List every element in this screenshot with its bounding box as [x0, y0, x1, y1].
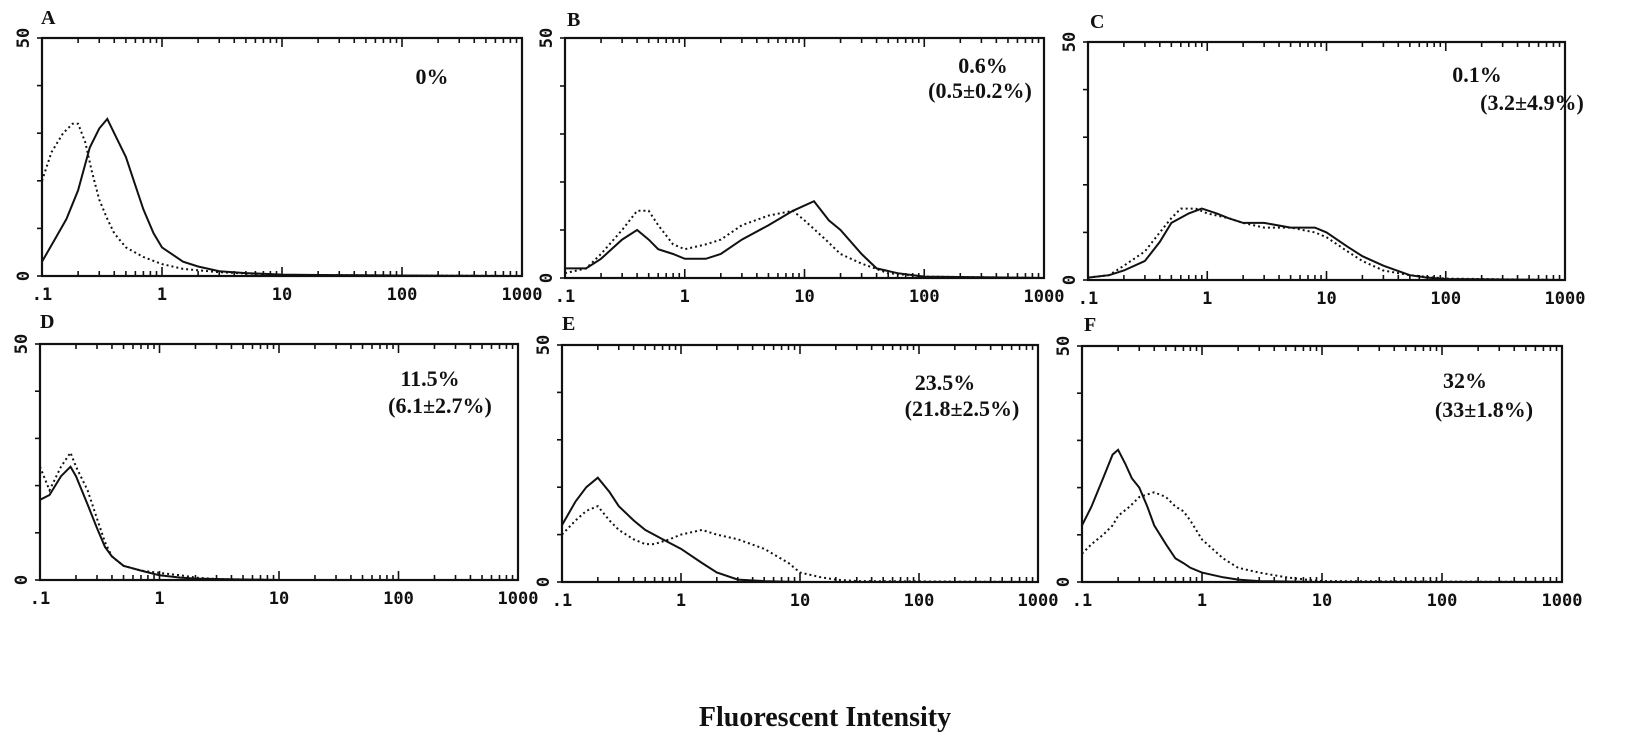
series-line-solid: [1081, 448, 1562, 583]
x-tick-label: .1: [30, 589, 50, 609]
series-line-dotted: [1087, 207, 1566, 281]
x-tick-label: 100: [904, 591, 935, 611]
mean-percent: (3.2±4.9%): [1480, 90, 1584, 115]
series-line-dotted: [1081, 491, 1563, 583]
positive-percent: 0.6%: [958, 53, 1008, 78]
series-line-solid: [39, 465, 518, 581]
panel-letter: E: [562, 313, 575, 335]
x-tick-label: 10: [1312, 591, 1332, 611]
x-tick-label: 100: [383, 589, 414, 609]
x-tick-label: 10: [1316, 289, 1336, 309]
x-tick-label: 1000: [502, 285, 543, 305]
mean-percent: (21.8±2.5%): [905, 396, 1020, 421]
y-tick-label: 0: [14, 271, 34, 281]
series-line-dotted: [561, 504, 1039, 583]
x-tick-label: .1: [1078, 289, 1098, 309]
x-tick-label: 1000: [1542, 591, 1583, 611]
x-tick-label: 1: [154, 589, 164, 609]
x-tick-label: 1000: [1545, 289, 1586, 309]
y-tick-label: 50: [12, 334, 32, 354]
y-tick-label: 0: [1060, 275, 1080, 285]
panel-b: .1 1 10 100 1000 0 50 B 0.6%(0.5±0.2%): [537, 9, 1064, 307]
x-tick-label: 1: [680, 287, 690, 307]
panel-letter: A: [41, 7, 56, 29]
panel-c: .1 1 10 100 1000 0 50 C 0.1% (3.2±4.9%): [1060, 11, 1585, 309]
panel-d: .1 1 10 100 1000 0 50 D 11.5%(6.1±2.7%): [12, 311, 538, 609]
series-line-dotted: [41, 122, 523, 277]
y-tick-label: 50: [1054, 336, 1074, 356]
x-tick-label: .1: [555, 287, 575, 307]
positive-percent: 0%: [416, 64, 449, 89]
x-tick-label: 10: [794, 287, 814, 307]
series-line-solid: [41, 117, 523, 277]
series-line-solid: [561, 476, 1038, 583]
x-tick-label: 10: [269, 589, 289, 609]
panel-f: .1 1 10 100 1000 0 50 F 32% (33±1.8%): [1054, 314, 1582, 611]
y-tick-label: 50: [537, 28, 557, 48]
x-tick-label: 1: [676, 591, 686, 611]
x-tick-label: .1: [32, 285, 52, 305]
series-line-solid: [1087, 207, 1566, 281]
y-tick-label: 0: [12, 575, 32, 585]
x-tick-label: .1: [1072, 591, 1092, 611]
y-tick-label: 0: [537, 273, 557, 283]
y-tick-label: 0: [1054, 577, 1074, 587]
mean-percent: (0.5±0.2%): [928, 78, 1032, 103]
x-tick-label: 1000: [1024, 287, 1065, 307]
panel-letter: B: [567, 9, 580, 31]
x-tick-label: 1: [1197, 591, 1207, 611]
x-tick-label: 100: [909, 287, 940, 307]
series-line-solid: [565, 199, 1045, 279]
positive-percent: 23.5%: [915, 370, 976, 395]
y-tick-label: 0: [534, 577, 554, 587]
positive-percent: 11.5%: [400, 366, 459, 391]
series-line-dotted: [564, 209, 1045, 279]
positive-percent: 32%: [1443, 368, 1487, 393]
y-tick-label: 50: [534, 335, 554, 355]
x-tick-label: 1000: [1018, 591, 1059, 611]
x-tick-label: 10: [272, 285, 292, 305]
plot-frame: [40, 36, 524, 278]
mean-percent: (6.1±2.7%): [388, 393, 492, 418]
y-tick-label: 50: [1060, 32, 1080, 52]
panel-letter: D: [40, 311, 54, 333]
positive-percent: 0.1%: [1452, 62, 1502, 87]
y-tick-label: 50: [14, 28, 34, 48]
mean-percent: (33±1.8%): [1435, 397, 1533, 422]
x-tick-label: 1: [1202, 289, 1212, 309]
figure-x-axis-label: Fluorescent Intensity: [698, 702, 952, 733]
x-tick-label: 10: [790, 591, 810, 611]
panel-letter: C: [1090, 11, 1104, 33]
panel-letter: F: [1084, 314, 1096, 336]
panel-a: .1 1 10 100 1000 0 50 A 0%: [14, 7, 542, 305]
x-tick-label: .1: [552, 591, 572, 611]
x-tick-label: 1: [157, 285, 167, 305]
panel-e: .1 1 10 100 1000 0 50 E 23.5%(21.8±2.5%): [534, 313, 1058, 611]
series-line-dotted: [39, 450, 518, 581]
x-tick-label: 100: [1427, 591, 1458, 611]
plot-frame: [1080, 344, 1564, 584]
x-tick-label: 1000: [498, 589, 539, 609]
x-tick-label: 100: [1430, 289, 1461, 309]
x-tick-label: 100: [387, 285, 418, 305]
